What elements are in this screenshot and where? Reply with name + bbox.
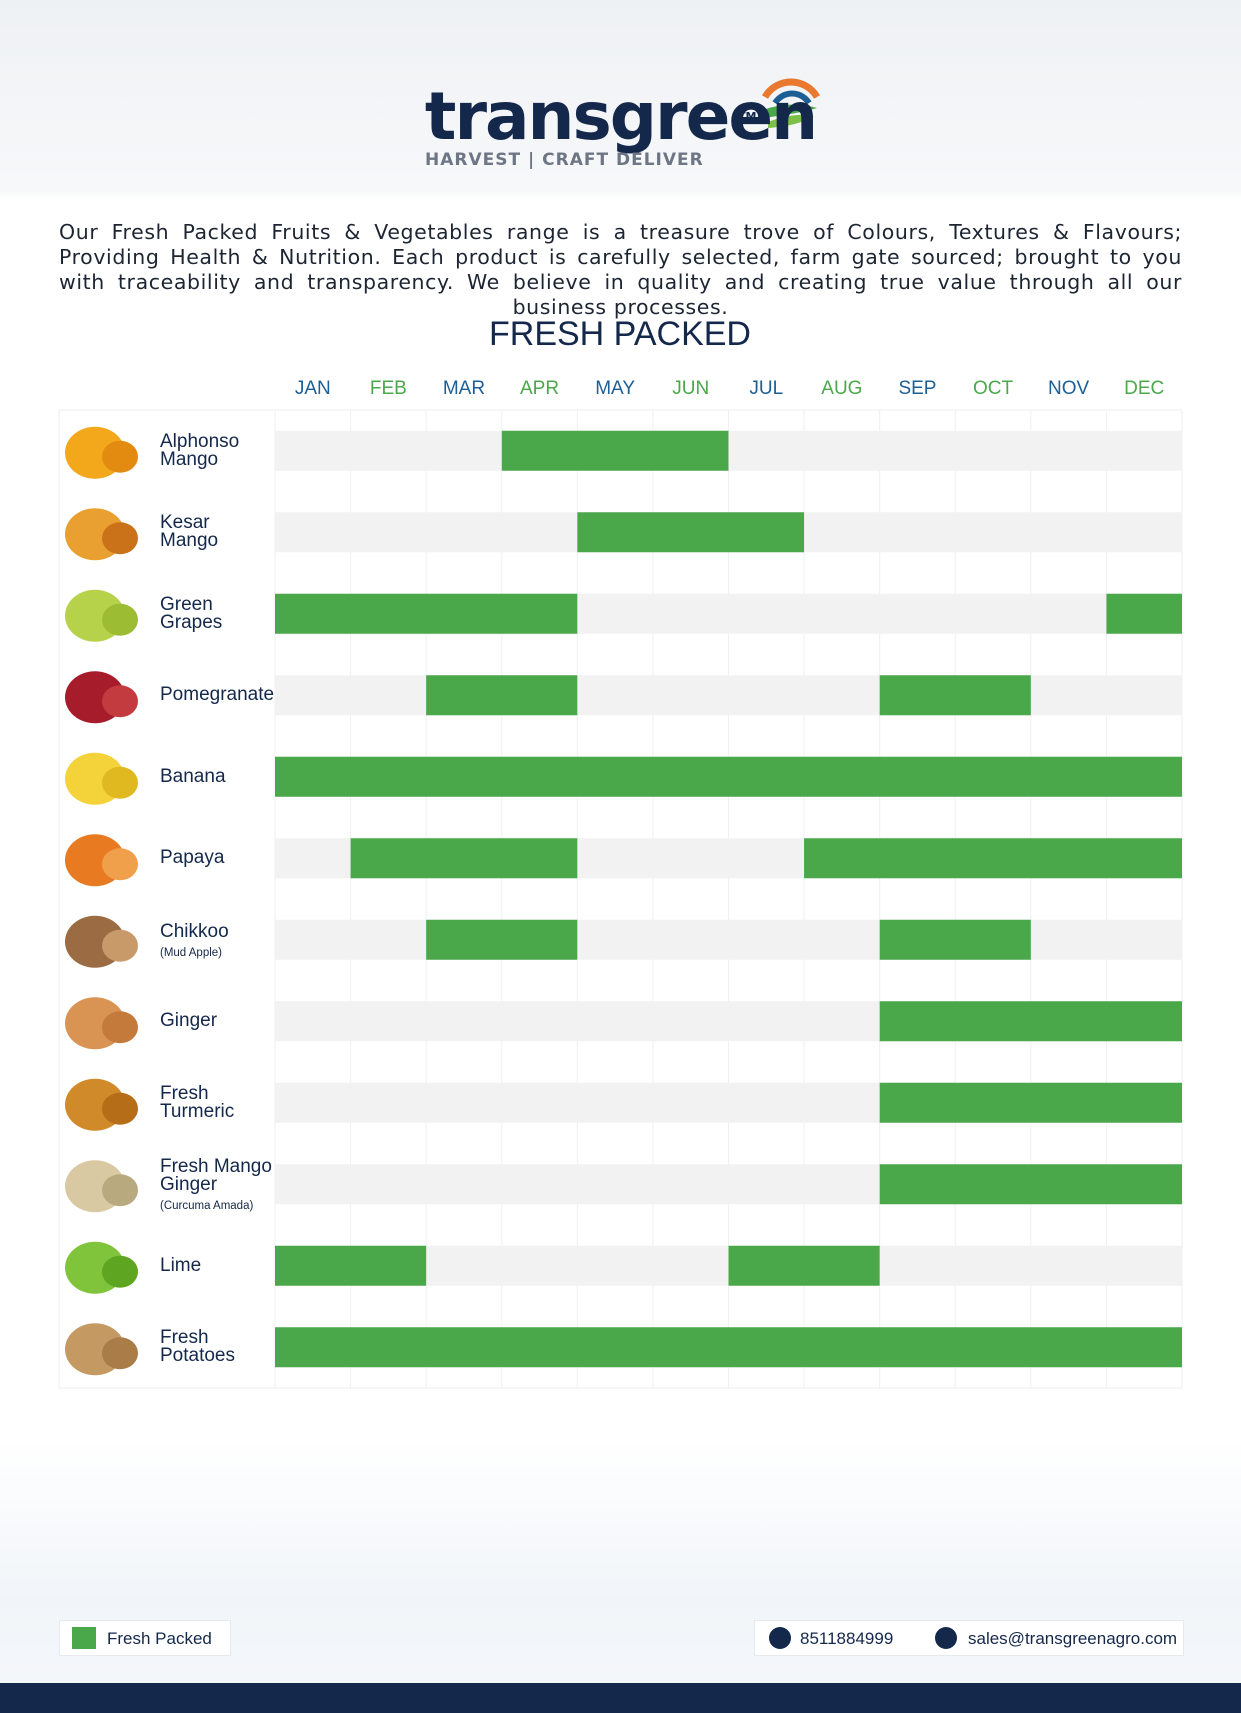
season-bar <box>350 838 578 879</box>
product-name: Papaya <box>160 847 280 869</box>
product-name-line: Fresh <box>160 1327 209 1349</box>
product-image <box>102 685 138 718</box>
season-bar <box>275 1245 427 1286</box>
logo-mark <box>761 78 821 128</box>
product-image <box>102 1337 138 1370</box>
season-bar <box>501 430 729 471</box>
product-name-line: Lime <box>160 1254 202 1276</box>
table-frame <box>58 409 1183 1389</box>
legend-swatch <box>72 1627 96 1649</box>
email: sales@transgreenagro.com <box>968 1629 1178 1648</box>
product-image <box>102 1255 138 1288</box>
month-label: FEB <box>370 378 407 399</box>
product-name: Lime <box>160 1254 280 1276</box>
season-bar <box>879 1164 1182 1205</box>
product-note: (Curcuma Amada) <box>160 1200 254 1213</box>
product-image <box>102 1092 138 1125</box>
product-name: Kesar Mango <box>160 512 280 552</box>
product-name-line: Mango <box>160 448 219 470</box>
brand: transgreen <box>424 78 818 155</box>
month-label: DEC <box>1124 378 1164 399</box>
season-bar <box>577 512 805 553</box>
trademark: TM <box>738 110 757 123</box>
product-name: Green Grapes <box>160 593 280 633</box>
season-bar <box>879 1082 1182 1123</box>
product-name-line: Grapes <box>160 611 223 633</box>
season-bar <box>275 756 1182 797</box>
legend: Fresh Packed <box>59 1620 231 1656</box>
product-image <box>102 522 138 555</box>
season-track <box>275 675 1182 716</box>
product-name: Banana <box>160 765 280 787</box>
season-bar <box>879 919 1031 960</box>
product-name-line: Kesar <box>160 512 210 534</box>
product-name-line: Banana <box>160 765 226 787</box>
product-name-line: Ginger <box>160 1174 218 1196</box>
product-name-line: Ginger <box>160 1010 218 1032</box>
product-name: Fresh Mango Ginger (Curcuma Amada) <box>160 1156 280 1215</box>
month-label: AUG <box>821 378 862 399</box>
product-name-line: Fresh Mango <box>160 1156 272 1178</box>
product-image <box>102 929 138 962</box>
product-name-line: Turmeric <box>160 1100 235 1122</box>
product-image <box>102 848 138 881</box>
month-label: JUN <box>672 378 709 399</box>
section-title: FRESH PACKED <box>489 315 751 353</box>
phone: 8511884999 <box>800 1629 894 1648</box>
product-name: Alphonso Mango <box>160 430 280 470</box>
tagline: HARVEST | CRAFT DELIVER <box>425 150 704 170</box>
season-track <box>275 919 1182 960</box>
product-image <box>102 603 138 636</box>
phone-icon <box>769 1627 791 1649</box>
season-bar <box>426 675 578 716</box>
product-name: Fresh Potatoes <box>160 1327 280 1367</box>
season-bar <box>879 675 1031 716</box>
product-name: Ginger <box>160 1010 280 1032</box>
product-name-line: Mango <box>160 530 219 552</box>
product-name-line: Chikkoo <box>160 920 229 942</box>
product-name: Chikkoo (Mud Apple) <box>160 920 280 962</box>
product-image <box>102 766 138 799</box>
season-bar <box>275 593 578 634</box>
intro-text: Our Fresh Packed Fruits & Vegetables ran… <box>59 220 1182 319</box>
month-label: OCT <box>973 378 1014 399</box>
month-label: MAR <box>443 378 485 399</box>
product-image <box>102 1174 138 1207</box>
mail-icon <box>935 1627 957 1649</box>
month-label: JAN <box>295 378 331 399</box>
month-label: SEP <box>898 378 936 399</box>
season-bar <box>426 919 578 960</box>
month-label: JUL <box>749 378 783 399</box>
contact-box: 8511884999 sales@transgreenagro.com <box>754 1620 1184 1656</box>
month-label: APR <box>520 378 559 399</box>
product-note: (Mud Apple) <box>160 946 223 959</box>
product-name-line: Alphonso <box>160 430 240 452</box>
season-bar <box>728 1245 880 1286</box>
product-name-line: Pomegranate <box>160 684 275 706</box>
product-name-line: Fresh <box>160 1082 209 1104</box>
season-bar <box>804 838 1182 879</box>
product-name: Pomegranate <box>160 684 280 706</box>
month-label: MAY <box>595 378 635 399</box>
product-name: Fresh Turmeric <box>160 1082 280 1122</box>
product-image <box>102 1011 138 1044</box>
product-name-line: Potatoes <box>160 1345 235 1367</box>
product-name-line: Green <box>160 593 213 615</box>
month-label: NOV <box>1048 378 1090 399</box>
season-bar <box>1106 593 1182 634</box>
product-image <box>102 440 138 473</box>
legend-label: Fresh Packed <box>107 1629 212 1648</box>
product-name-line: Papaya <box>160 847 225 869</box>
season-bar <box>275 1327 1182 1368</box>
season-bar <box>879 1001 1182 1042</box>
footer-bar <box>0 1683 1241 1713</box>
